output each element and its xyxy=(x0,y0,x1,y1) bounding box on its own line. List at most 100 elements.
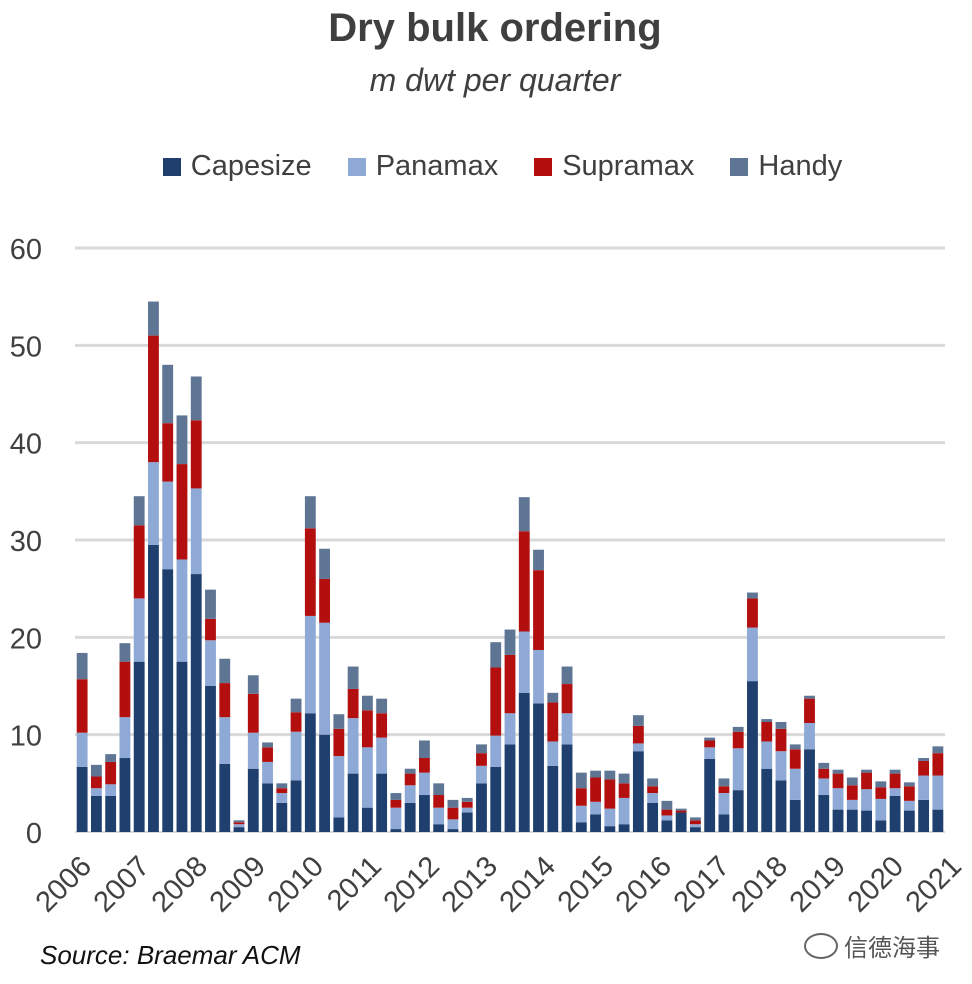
bar-panamax xyxy=(689,824,701,828)
bar-supramax xyxy=(105,761,117,785)
bar-supramax xyxy=(247,693,259,733)
bar-handy xyxy=(789,744,801,750)
bar-supramax xyxy=(461,801,473,808)
legend-swatch-panamax xyxy=(347,157,366,176)
bar-panamax xyxy=(661,815,673,821)
bar-panamax xyxy=(162,481,174,570)
bar-capesize xyxy=(732,790,744,832)
legend-swatch-handy xyxy=(730,157,749,176)
bar-capesize xyxy=(689,827,701,832)
bar-capesize xyxy=(504,744,516,832)
bars xyxy=(76,301,944,832)
bar-supramax xyxy=(618,783,630,798)
x-tick-label: 2020 xyxy=(842,850,910,918)
watermark: 信德海事 xyxy=(804,928,940,963)
x-tick-label: 2008 xyxy=(146,850,214,918)
legend-item-handy: Handy xyxy=(730,150,842,183)
bar-capesize xyxy=(219,763,231,832)
bar-panamax xyxy=(604,808,616,827)
bar-supramax xyxy=(262,747,273,762)
bar-panamax xyxy=(119,717,131,759)
bar-capesize xyxy=(276,802,288,832)
bar-supramax xyxy=(476,753,487,766)
bar-handy xyxy=(347,666,359,689)
bar-supramax xyxy=(190,420,202,489)
bar-handy xyxy=(932,746,944,754)
bar-handy xyxy=(148,301,159,336)
bar-capesize xyxy=(319,734,331,832)
bar-capesize xyxy=(861,810,872,832)
bar-capesize xyxy=(304,713,316,832)
bar-capesize xyxy=(647,802,659,832)
bar-capesize xyxy=(376,773,388,832)
y-tick-label: 20 xyxy=(10,623,42,655)
x-tick-label: 2009 xyxy=(204,850,272,918)
bar-supramax xyxy=(661,809,673,816)
bar-capesize xyxy=(162,569,174,832)
bar-handy xyxy=(247,675,259,694)
bar-panamax xyxy=(747,627,758,682)
x-tick-label: 2017 xyxy=(668,850,736,918)
x-tick-label: 2014 xyxy=(494,850,562,918)
bar-panamax xyxy=(561,713,573,745)
bar-supramax xyxy=(504,654,516,714)
bar-supramax xyxy=(176,464,188,560)
bar-handy xyxy=(319,548,331,579)
bar-capesize xyxy=(846,809,858,832)
bar-handy xyxy=(875,781,887,788)
bar-capesize xyxy=(932,809,944,832)
legend-item-supramax: Supramax xyxy=(534,150,694,183)
bar-supramax xyxy=(162,423,174,482)
bar-panamax xyxy=(148,462,159,545)
bar-panamax xyxy=(433,807,445,825)
bar-capesize xyxy=(433,824,445,832)
bar-panamax xyxy=(347,718,359,774)
bar-handy xyxy=(661,800,673,810)
bar-supramax xyxy=(804,698,815,723)
bar-supramax xyxy=(148,335,159,463)
bar-supramax xyxy=(590,777,601,802)
bar-handy xyxy=(361,695,373,711)
bar-handy xyxy=(775,722,787,729)
bar-capesize xyxy=(761,768,773,832)
bar-panamax xyxy=(376,737,388,774)
bar-capesize xyxy=(903,810,915,832)
bar-supramax xyxy=(333,728,345,757)
y-tick-label: 50 xyxy=(10,331,42,363)
x-tick-label: 2011 xyxy=(321,850,388,917)
bar-supramax xyxy=(832,773,844,789)
bar-panamax xyxy=(247,732,259,769)
bar-panamax xyxy=(775,751,787,781)
x-tick-label: 2012 xyxy=(378,850,446,918)
bar-capesize xyxy=(804,749,815,832)
bar-panamax xyxy=(504,713,516,745)
bar-capesize xyxy=(875,820,887,832)
bar-handy xyxy=(376,698,388,714)
bar-supramax xyxy=(533,570,544,650)
bar-panamax xyxy=(361,747,373,808)
bar-supramax xyxy=(205,618,216,641)
x-tick-label: 2013 xyxy=(436,850,504,918)
bar-capesize xyxy=(233,827,245,832)
bar-handy xyxy=(105,754,117,762)
bar-handy xyxy=(404,768,416,774)
bar-handy xyxy=(76,652,88,680)
bar-handy xyxy=(205,589,216,619)
bar-panamax xyxy=(632,743,644,752)
x-axis-ticks: 2006200720082009201020112012201320142015… xyxy=(30,850,968,918)
bar-panamax xyxy=(447,819,459,830)
bar-panamax xyxy=(304,615,316,714)
bar-handy xyxy=(233,820,245,823)
bar-capesize xyxy=(704,759,716,832)
bar-handy xyxy=(918,758,930,761)
bar-panamax xyxy=(718,793,730,815)
bar-panamax xyxy=(590,801,601,815)
wechat-icon xyxy=(804,932,838,959)
bar-panamax xyxy=(419,772,430,796)
bar-panamax xyxy=(390,807,402,830)
bar-capesize xyxy=(889,795,901,832)
bar-supramax xyxy=(718,786,730,794)
bar-panamax xyxy=(761,741,773,769)
bar-panamax xyxy=(105,784,117,796)
bar-panamax xyxy=(205,640,216,686)
